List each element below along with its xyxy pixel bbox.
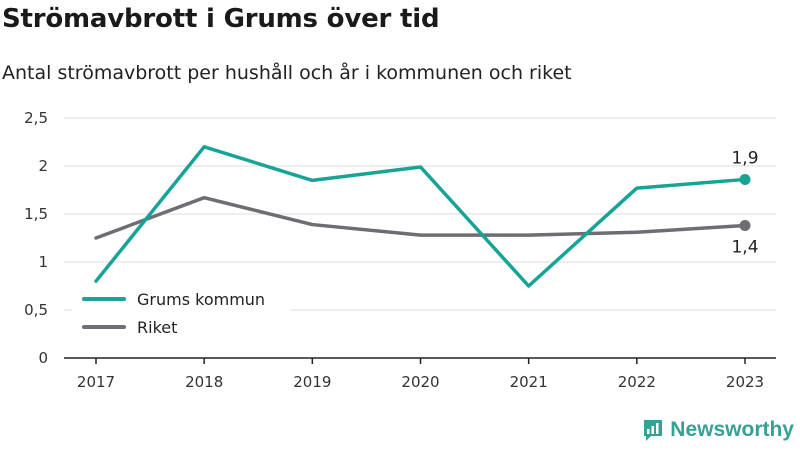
x-tick-label: 2019 — [293, 373, 331, 391]
y-tick-label: 1,5 — [24, 205, 48, 223]
chart-title: Strömavbrott i Grums över tid — [2, 4, 440, 34]
y-tick-label: 1 — [38, 253, 48, 271]
end-point-marker — [739, 220, 751, 232]
x-tick-label: 2020 — [401, 373, 439, 391]
y-tick-label: 2 — [38, 157, 48, 175]
line-chart: 0 0,5 1 1,5 2 2,5 2017 2018 2019 2020 2021 2022 202… — [24, 109, 776, 391]
legend-background — [72, 285, 290, 345]
x-tick-label: 2022 — [618, 373, 656, 391]
legend-label: Riket — [137, 318, 177, 337]
series-lines: 1,9 1,4 — [94, 145, 759, 288]
series-line-riket — [94, 195, 747, 240]
chart-subtitle: Antal strömavbrott per hushåll och år i … — [2, 62, 572, 84]
legend: Grums kommun Riket — [72, 285, 290, 345]
end-value-label: 1,9 — [731, 148, 758, 168]
x-tick-label: 2023 — [726, 373, 764, 391]
end-value-label: 1,4 — [731, 238, 758, 258]
newsworthy-logo-icon — [644, 420, 663, 441]
x-tick-label: 2017 — [77, 373, 115, 391]
x-tick-label: 2018 — [185, 373, 223, 391]
y-tick-label: 2,5 — [24, 109, 48, 127]
brand-logo: Newsworthy — [642, 418, 794, 442]
brand-name: Newsworthy — [670, 418, 794, 441]
y-tick-label: 0 — [38, 349, 48, 367]
x-axis: 2017 2018 2019 2020 2021 2022 2023 — [64, 357, 776, 391]
y-tick-label: 0,5 — [24, 301, 48, 319]
series-line-grums-kommun — [94, 145, 747, 288]
legend-label: Grums kommun — [137, 290, 265, 309]
end-point-marker — [739, 173, 751, 185]
x-tick-label: 2021 — [510, 373, 548, 391]
